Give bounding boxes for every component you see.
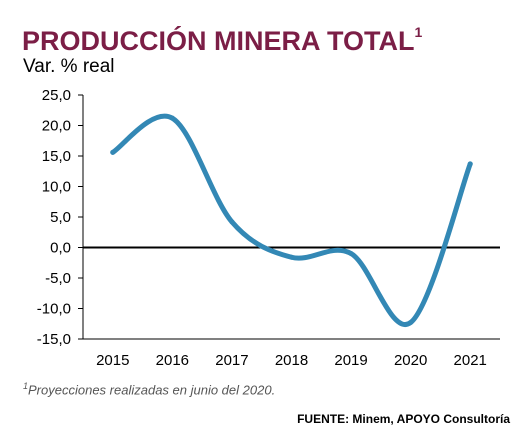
chart-title-text: PRODUCCIÓN MINERA TOTAL [22, 26, 415, 56]
x-tick-label: 2018 [275, 352, 308, 369]
x-tick-label: 2015 [96, 352, 129, 369]
y-tick-label: 5,0 [50, 209, 71, 226]
data-point [229, 219, 235, 225]
x-tick-label: 2017 [215, 352, 248, 369]
footnote-mark: 1 [23, 381, 29, 391]
source-note: FUENTE: Minem, APOYO Consultoría [297, 412, 510, 426]
y-tick-label: -5,0 [45, 270, 71, 287]
chart-subtitle: Var. % real [23, 56, 115, 77]
footnote: 1Proyecciones realizadas en junio del 20… [23, 381, 275, 397]
chart-title: PRODUCCIÓN MINERA TOTAL1 [22, 24, 423, 57]
x-tick-label: 2019 [334, 352, 367, 369]
data-point [110, 149, 116, 155]
y-tick-label: 25,0 [42, 87, 71, 104]
y-tick-label: -10,0 [37, 301, 71, 318]
data-point [408, 320, 414, 326]
series-line [110, 113, 473, 327]
x-tick-label: 2021 [454, 352, 487, 369]
title-footnote-mark: 1 [414, 24, 423, 40]
data-point [169, 115, 175, 121]
footnote-text: Proyecciones realizadas en junio del 202… [28, 382, 276, 398]
y-tick-label: 0,0 [50, 240, 71, 257]
x-tick-label: 2020 [394, 352, 427, 369]
data-point [348, 251, 354, 257]
data-point [467, 161, 473, 167]
y-tick-label: 10,0 [42, 179, 71, 196]
x-tick-label: 2016 [156, 352, 189, 369]
data-point [289, 254, 294, 260]
y-tick-label: -15,0 [37, 331, 71, 348]
y-tick-label: 15,0 [42, 148, 71, 165]
y-tick-label: 20,0 [42, 118, 71, 135]
